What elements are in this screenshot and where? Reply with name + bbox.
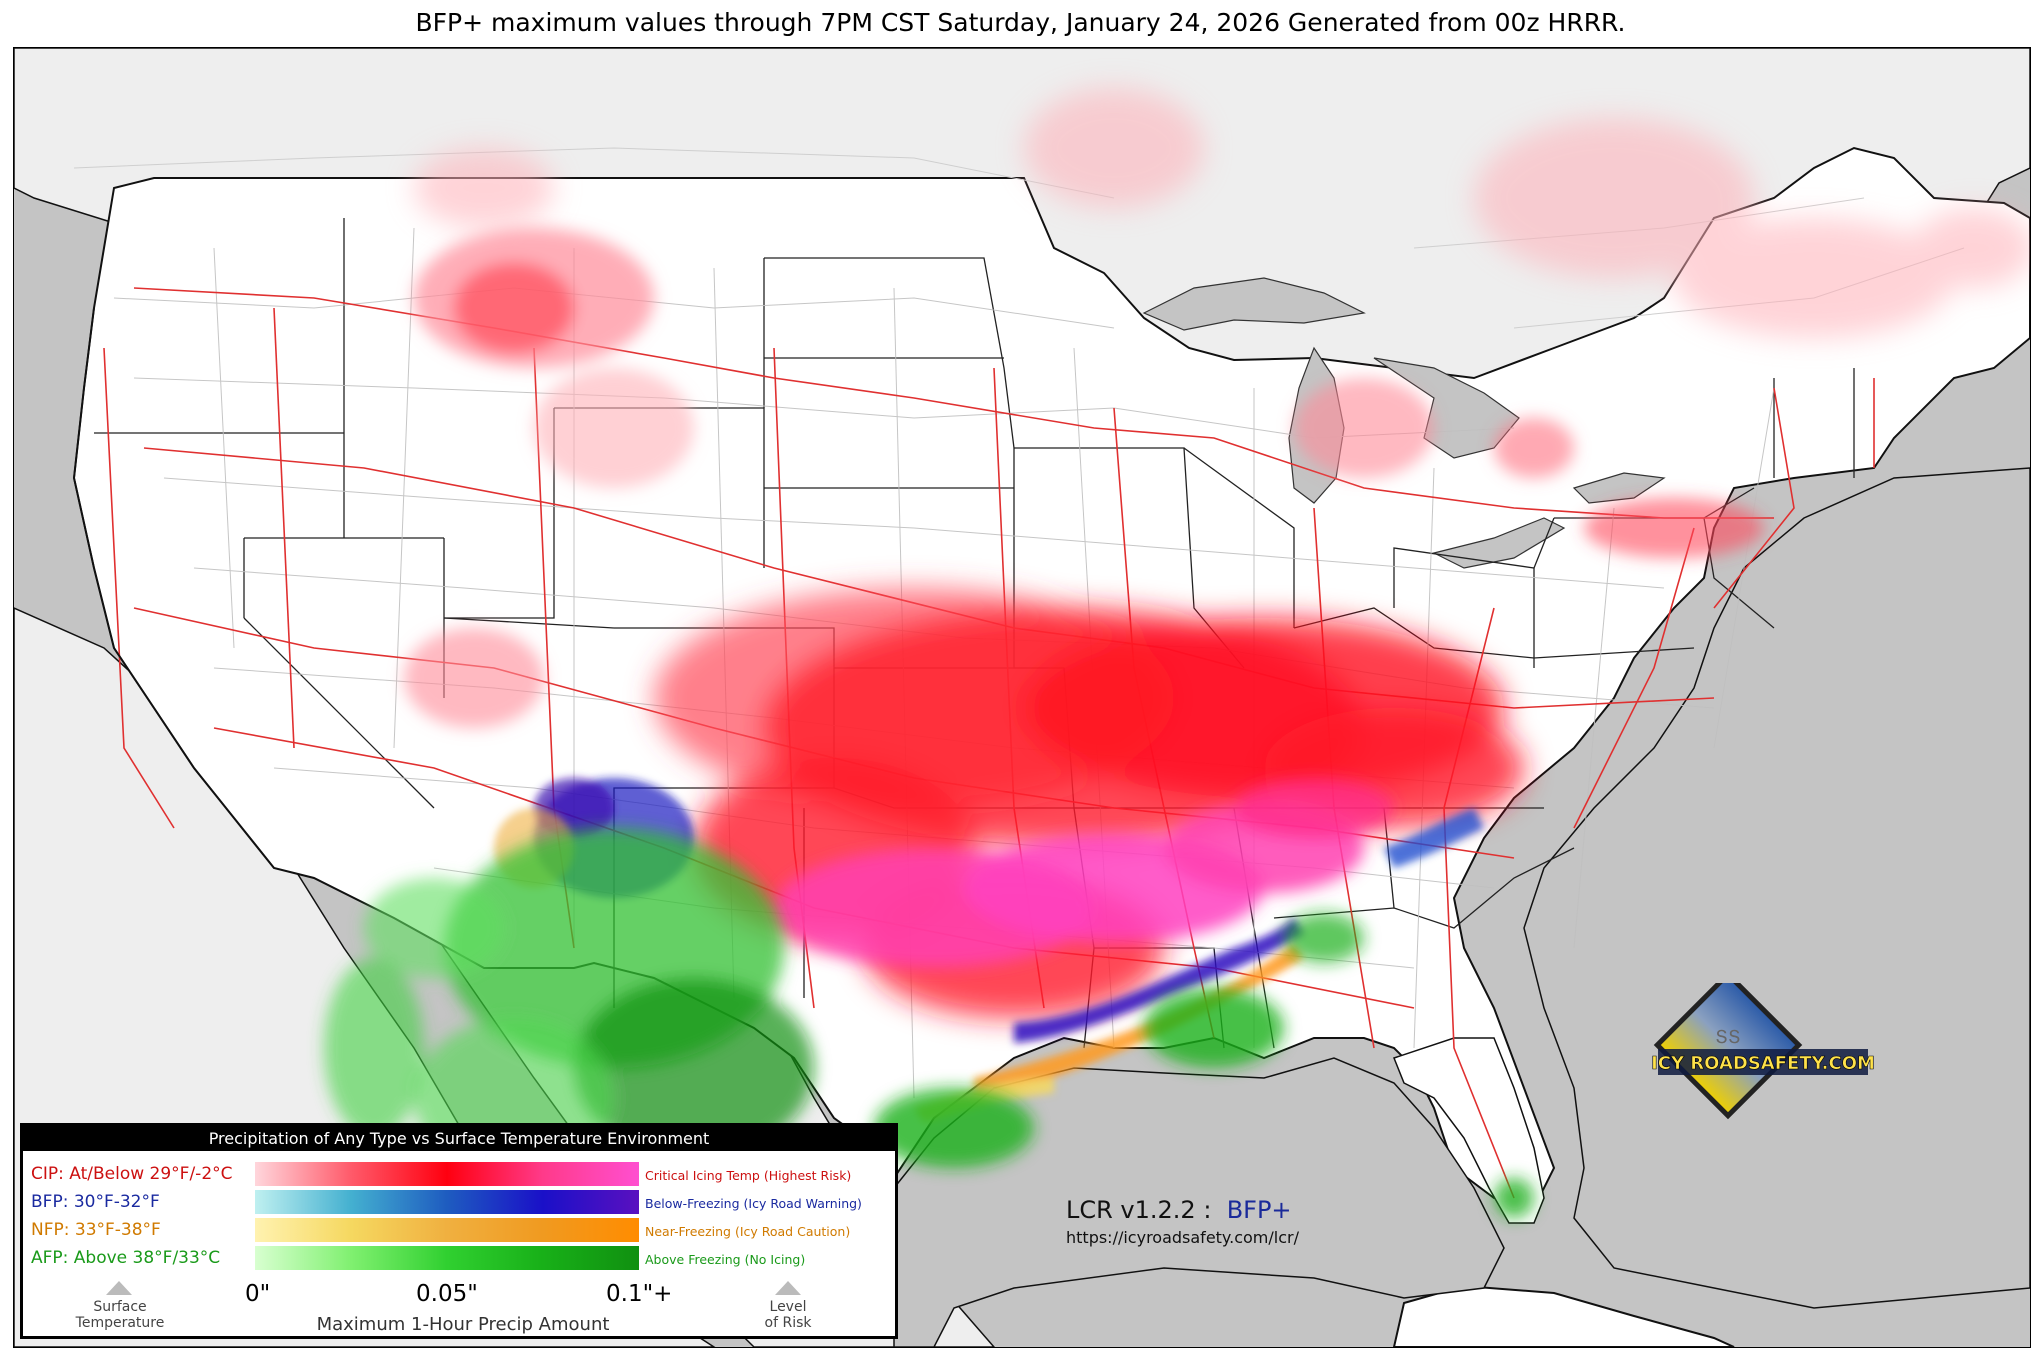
map-svg — [14, 48, 2030, 1347]
map-area[interactable] — [13, 47, 2031, 1348]
map-title: BFP+ maximum values through 7PM CST Satu… — [415, 8, 1626, 37]
legend-row-cip-desc: Critical Icing Temp (Highest Risk) — [645, 1168, 852, 1183]
legend-row-afp-label: AFP: Above 38°F/33°C — [31, 1248, 221, 1268]
svg-text:ՏՏ: ՏՏ — [1715, 1027, 1740, 1048]
surface-temperature-marker: Surface Temperature — [75, 1299, 165, 1331]
legend-row-nfp-gradient — [255, 1218, 639, 1242]
logo-text: ICY ROADSAFETY.COM — [1651, 1053, 1875, 1074]
legend-row-nfp-desc: Near-Freezing (Icy Road Caution) — [645, 1224, 851, 1239]
product-name: BFP+ — [1226, 1196, 1292, 1224]
icyroadsafety-logo: ICY ROADSAFETY.COM ՏՏ — [1600, 970, 1890, 1133]
coastline — [73, 307, 275, 869]
legend-tick-max: 0.1"+ — [606, 1281, 673, 1307]
legend-panel: Precipitation of Any Type vs Surface Tem… — [20, 1123, 898, 1339]
legend-row-afp-desc: Above Freezing (No Icing) — [645, 1252, 806, 1267]
legend-row-bfp-desc: Below-Freezing (Icy Road Warning) — [645, 1196, 862, 1211]
florida — [1393, 1037, 1545, 1224]
up-arrow-icon — [106, 1281, 132, 1295]
gulf-of-mexico — [893, 1057, 1505, 1347]
legend-tick-0: 0" — [245, 1281, 271, 1307]
legend-row-bfp-label: BFP: 30°F-32°F — [31, 1192, 160, 1212]
road-warning-sign-icon: ICY ROADSAFETY.COM ՏՏ — [1651, 970, 1875, 1120]
legend-row-cip-label: CIP: At/Below 29°F/-2°C — [31, 1164, 233, 1184]
lcr-url[interactable]: https://icyroadsafety.com/lcr/ — [1066, 1228, 1299, 1247]
version-label: LCR v1.2.2 : BFP+ — [1066, 1196, 1292, 1224]
legend-row-bfp-gradient — [255, 1190, 639, 1214]
legend-row-afp-gradient — [255, 1246, 639, 1270]
legend-row-cip-gradient — [255, 1162, 639, 1186]
level-of-risk-marker: Level of Risk — [764, 1299, 812, 1331]
precip-overlay — [324, 88, 2030, 1218]
version-prefix: LCR v1.2.2 : — [1066, 1196, 1212, 1224]
up-arrow-icon — [775, 1281, 801, 1295]
legend-row-nfp-label: NFP: 33°F-38°F — [31, 1220, 161, 1240]
cuba-land — [1392, 1284, 1735, 1347]
legend-axis-label: Maximum 1-Hour Precip Amount — [316, 1314, 610, 1335]
legend-tick-mid: 0.05" — [416, 1281, 478, 1307]
legend-heading: Precipitation of Any Type vs Surface Tem… — [23, 1126, 895, 1151]
